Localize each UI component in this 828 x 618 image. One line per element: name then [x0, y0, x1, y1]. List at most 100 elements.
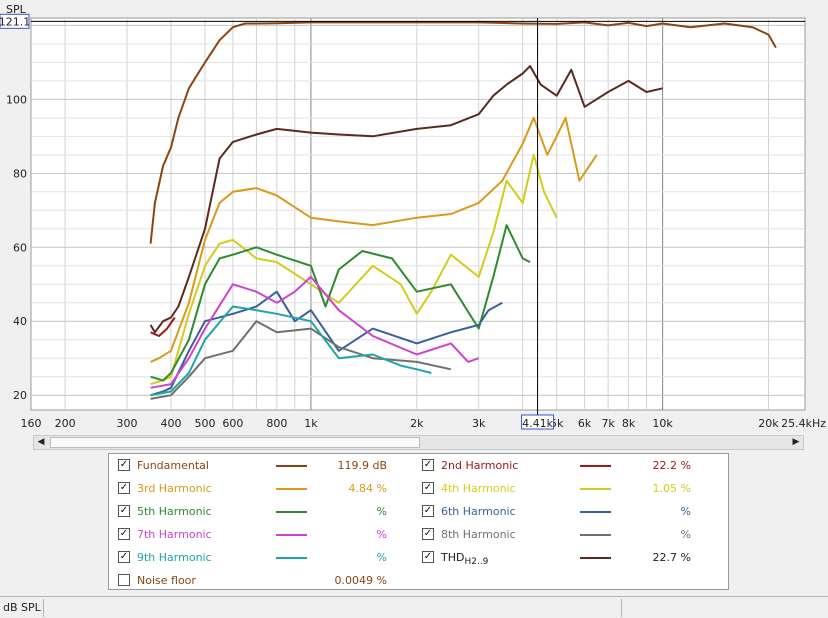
series-line [150, 275, 480, 389]
legend-label: 4th Harmonic [441, 482, 516, 495]
legend-label-text: 4th Harmonic [441, 482, 516, 495]
legend-line-swatch [276, 465, 307, 467]
y-axis-label: SPL [6, 3, 27, 16]
plot-area [30, 17, 806, 411]
legend-item[interactable]: ✓ 7th Harmonic% [115, 527, 415, 545]
x-tick-label: 160 [21, 417, 42, 430]
legend-value: % [376, 551, 387, 564]
series-line [150, 116, 598, 363]
legend-item[interactable]: ✓ 6th Harmonic% [419, 504, 719, 522]
legend-label-text: 6th Harmonic [441, 505, 516, 518]
x-tick-label: 25.4kHz [781, 417, 826, 430]
legend-checkbox[interactable]: ✓ [118, 505, 130, 517]
x-tick-label: 2k [410, 417, 424, 430]
legend-value: % [376, 505, 387, 518]
series-line [149, 21, 777, 244]
scroll-thumb[interactable] [50, 437, 420, 448]
legend-value: 22.7 % [652, 551, 691, 564]
series-line [150, 316, 176, 337]
x-tick-label: 500 [195, 417, 216, 430]
legend-checkbox[interactable]: ✓ [118, 459, 130, 471]
x-tick-label: 600 [222, 417, 243, 430]
legend-checkbox[interactable]: ✓ [422, 551, 434, 563]
legend-item[interactable]: ✓ 9th Harmonic% [115, 550, 415, 568]
legend-item[interactable]: ✓ 2nd Harmonic 22.2 % [419, 458, 719, 476]
x-tick-label: 800 [266, 417, 287, 430]
legend-item[interactable]: ✓ Fundamental 119.9 dB [115, 458, 415, 476]
cursor-x-readout-box [521, 414, 555, 430]
series-line [150, 305, 432, 397]
x-tick-label: 200 [55, 417, 76, 430]
cursor-x-readout: 4.41k [522, 417, 553, 430]
legend-label: Noise floor [137, 574, 196, 587]
legend-value: 0.0049 % [334, 574, 387, 587]
legend-label-text: Noise floor [137, 574, 196, 587]
legend-line-swatch [580, 534, 611, 536]
x-tick-label: 3k [472, 417, 486, 430]
x-tick-label: 7k [601, 417, 615, 430]
x-tick-label: 8k [622, 417, 636, 430]
legend-value: % [680, 528, 691, 541]
legend-label: 3rd Harmonic [137, 482, 212, 495]
x-tick-label: 20k [758, 417, 779, 430]
legend-label-text: Fundamental [137, 459, 209, 472]
legend-label: THDH2..9 [441, 551, 488, 567]
legend-label-text: 9th Harmonic [137, 551, 212, 564]
legend-label: 2nd Harmonic [441, 459, 518, 472]
legend-line-swatch [276, 557, 307, 559]
y-tick-label: 60 [13, 241, 27, 254]
series-line [150, 320, 452, 400]
x-tick-label: 1k [304, 417, 318, 430]
legend-checkbox[interactable]: ✓ [118, 528, 130, 540]
legend-label-text: THD [441, 551, 465, 564]
legend-item[interactable]: ✓ 8th Harmonic% [419, 527, 719, 545]
legend-item[interactable]: ✓ THDH2..9 22.7 % [419, 550, 719, 568]
status-cell-right [622, 599, 828, 617]
legend-value: 119.9 dB [337, 459, 387, 472]
legend-line-swatch [580, 488, 611, 490]
y-tick-label: 100 [6, 93, 27, 106]
legend-item[interactable]: ✓ 5th Harmonic% [115, 504, 415, 522]
legend-value: % [376, 528, 387, 541]
horizontal-scrollbar[interactable]: ◀ ▶ [33, 435, 804, 450]
legend-item[interactable]: ✓ 3rd Harmonic 4.84 % [115, 481, 415, 499]
legend-checkbox[interactable] [118, 574, 130, 586]
x-tick-label: 6k [578, 417, 592, 430]
legend-value: 1.05 % [652, 482, 691, 495]
legend-label: 8th Harmonic [441, 528, 516, 541]
legend-label-subscript: H2..9 [464, 557, 489, 568]
legend-item[interactable]: ✓ 4th Harmonic 1.05 % [419, 481, 719, 499]
legend-line-swatch [276, 488, 307, 490]
x-tick-label: 10k [652, 417, 673, 430]
legend-label: 9th Harmonic [137, 551, 212, 564]
legend-value: % [680, 505, 691, 518]
y-tick-label: 40 [13, 315, 27, 328]
legend-checkbox[interactable]: ✓ [422, 505, 434, 517]
legend-panel: ✓ Fundamental 119.9 dB ✓ 2nd Harmonic 22.2 % ✓… [108, 453, 729, 590]
legend-checkbox[interactable]: ✓ [422, 482, 434, 494]
legend-checkbox[interactable]: ✓ [422, 528, 434, 540]
legend-checkbox[interactable]: ✓ [422, 459, 434, 471]
series-line [149, 65, 663, 334]
legend-label: Fundamental [137, 459, 209, 472]
legend-label-text: 8th Harmonic [441, 528, 516, 541]
y-tick-label: 80 [13, 167, 27, 180]
legend-label: 7th Harmonic [137, 528, 212, 541]
legend-line-swatch [276, 534, 307, 536]
legend-line-swatch [580, 557, 611, 559]
status-bar: dB SPL [0, 596, 828, 618]
legend-item[interactable]: Noise floor 0.0049 % [115, 573, 415, 591]
legend-label-text: 3rd Harmonic [137, 482, 212, 495]
legend-checkbox[interactable]: ✓ [118, 551, 130, 563]
cursor-y-readout-box [0, 13, 30, 29]
scroll-left-arrow-icon[interactable]: ◀ [37, 437, 45, 447]
legend-label-text: 7th Harmonic [137, 528, 212, 541]
series-line [150, 290, 503, 397]
y-tick-label: 20 [13, 389, 27, 402]
status-units: dB SPL [0, 599, 44, 617]
legend-checkbox[interactable]: ✓ [118, 482, 130, 494]
scroll-right-arrow-icon[interactable]: ▶ [792, 437, 800, 447]
cursor-y-readout: 121.1 [0, 15, 30, 28]
legend-label-text: 5th Harmonic [137, 505, 212, 518]
